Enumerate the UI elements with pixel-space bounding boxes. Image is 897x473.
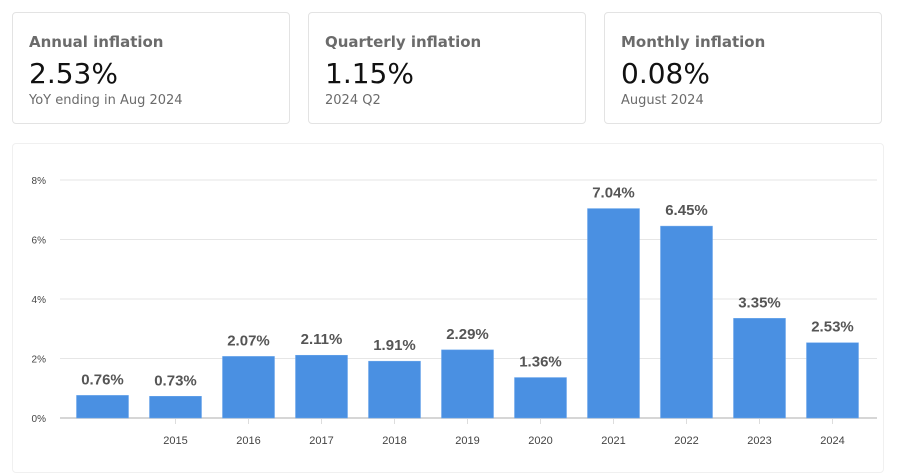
y-tick-label: 4% (32, 295, 47, 306)
monthly-inflation-card: Monthly inflation 0.08% August 2024 (604, 12, 882, 124)
data-label: 0.76% (81, 371, 124, 388)
x-tick-label: 2022 (674, 435, 698, 447)
x-tick-label: 2024 (820, 435, 844, 447)
y-tick-label: 0% (32, 414, 47, 425)
bar (660, 225, 713, 419)
x-tick-label: 2019 (455, 435, 479, 447)
data-label: 2.29% (446, 326, 489, 343)
x-tick-label: 2023 (747, 435, 771, 447)
data-label: 2.07% (227, 332, 270, 349)
bar (222, 356, 275, 419)
card-subtitle: 2024 Q2 (325, 93, 381, 108)
x-tick-label: 2016 (236, 435, 260, 447)
x-tick-label: 2015 (163, 435, 187, 447)
card-title: Quarterly inflation (325, 33, 482, 51)
bar (733, 318, 786, 419)
x-tick-label: 2017 (309, 435, 333, 447)
data-label: 0.73% (154, 372, 197, 389)
data-label: 2.53% (811, 319, 854, 336)
card-value: 2.53% (29, 57, 118, 90)
y-tick-label: 8% (32, 176, 47, 187)
y-tick-label: 6% (32, 236, 47, 247)
bar (806, 342, 859, 419)
y-tick-label: 2% (32, 355, 47, 366)
card-subtitle: YoY ending in Aug 2024 (29, 93, 183, 108)
card-title: Annual inflation (29, 33, 164, 51)
bar (514, 377, 567, 419)
quarterly-inflation-card: Quarterly inflation 1.15% 2024 Q2 (308, 12, 586, 124)
data-label: 7.04% (592, 185, 635, 202)
card-value: 1.15% (325, 57, 414, 90)
data-label: 2.11% (301, 331, 343, 348)
data-label: 6.45% (665, 202, 708, 219)
annual-inflation-card: Annual inflation 2.53% YoY ending in Aug… (12, 12, 290, 124)
data-label: 1.91% (373, 337, 416, 354)
bar (368, 360, 421, 419)
data-label: 1.36% (519, 354, 562, 371)
bar (441, 349, 494, 419)
bar (295, 354, 348, 419)
card-value: 0.08% (621, 57, 710, 90)
x-tick-label: 2021 (601, 435, 625, 447)
card-title: Monthly inflation (621, 33, 766, 51)
x-tick-label: 2020 (528, 435, 552, 447)
card-subtitle: August 2024 (621, 93, 704, 108)
x-tick-label: 2018 (382, 435, 406, 447)
data-label: 3.35% (738, 294, 781, 311)
bar (149, 396, 202, 419)
bar (587, 208, 640, 419)
inflation-bar-chart: 0% 2% 4% 6% 8% 0.76% 0.73% 2015 2.07% 2016 2.11% 20… (32, 176, 877, 447)
bar (76, 395, 129, 419)
